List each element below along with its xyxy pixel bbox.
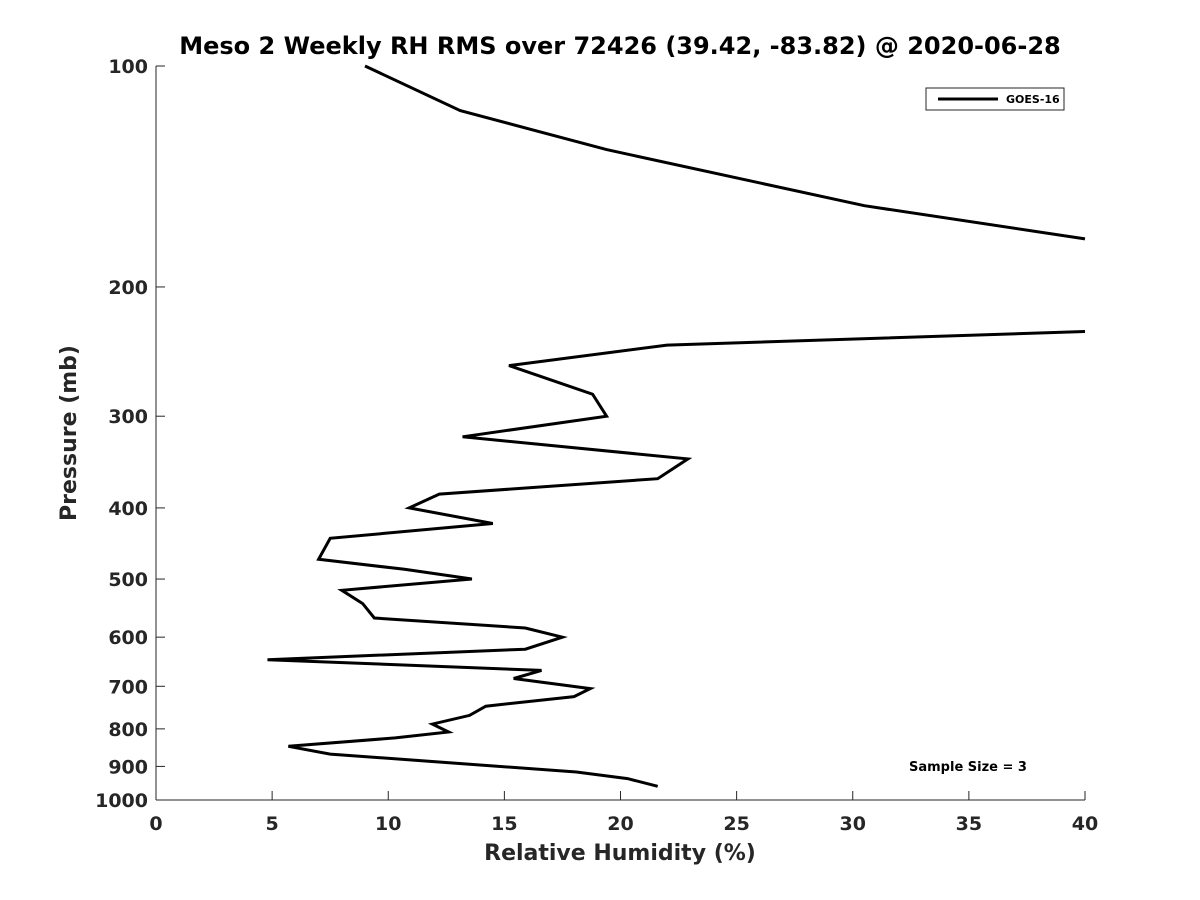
y-tick-label: 400 (108, 498, 148, 520)
x-tick-label: 20 (607, 813, 633, 835)
x-tick-label: 40 (1072, 813, 1098, 835)
y-tick-label: 700 (108, 676, 148, 698)
x-axis-label: Relative Humidity (%) (484, 841, 756, 866)
x-tick-label: 0 (149, 813, 162, 835)
y-axis-label: Pressure (mb) (57, 345, 82, 521)
x-tick-label: 10 (375, 813, 401, 835)
series-layer (267, 64, 1086, 788)
chart-title: Meso 2 Weekly RH RMS over 72426 (39.42, … (179, 32, 1061, 60)
y-tick-label: 600 (108, 627, 148, 649)
sample-size-annotation: Sample Size = 3 (909, 760, 1027, 775)
y-tick-label: 900 (108, 756, 148, 778)
series-line-goes-16-segment-2 (267, 330, 1086, 788)
legend-label-goes-16: GOES-16 (1006, 93, 1060, 106)
x-tick-label: 5 (266, 813, 279, 835)
x-tick-label: 30 (840, 813, 866, 835)
x-tick-label: 25 (723, 813, 749, 835)
axes (155, 66, 1085, 801)
series-line-goes-16-segment-1 (364, 64, 1086, 241)
legend: GOES-16 (925, 87, 1065, 111)
y-tick-label: 100 (108, 56, 148, 78)
y-tick-label: 500 (108, 569, 148, 591)
y-tick-label: 200 (108, 277, 148, 299)
x-tick-label: 15 (491, 813, 517, 835)
y-ticks: 100 200 300 400 500 600 700 800 900 1000 (95, 56, 165, 812)
y-tick-label: 800 (108, 719, 148, 741)
y-tick-label: 300 (108, 406, 148, 428)
y-tick-label: 1000 (95, 790, 148, 812)
x-tick-label: 35 (956, 813, 982, 835)
x-ticks: 0 5 10 15 20 25 30 35 40 (149, 791, 1098, 835)
